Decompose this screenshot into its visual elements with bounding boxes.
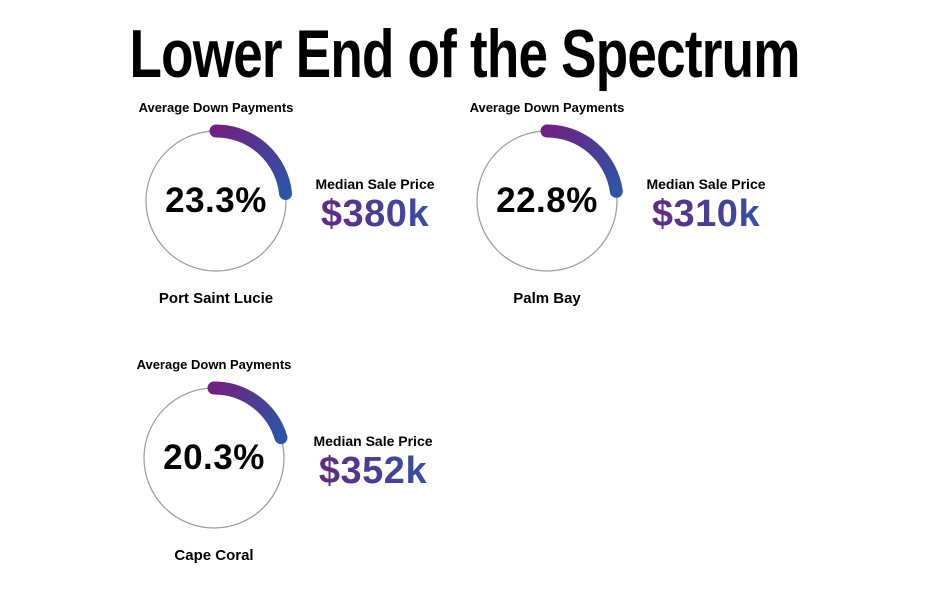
- city-label: Palm Bay: [513, 290, 581, 307]
- gauge-panel: Average Down Payments 22.8% Palm Bay Med…: [447, 100, 807, 320]
- median-price-label: Median Sale Price: [313, 433, 433, 449]
- median-price-value: $380k: [295, 194, 455, 234]
- median-price-block: Median Sale Price $380k: [295, 176, 455, 234]
- metric-label: Average Down Payments: [138, 100, 294, 115]
- median-price-label: Median Sale Price: [646, 176, 766, 192]
- city-label: Cape Coral: [174, 547, 254, 564]
- gauge-chart: 23.3%: [136, 121, 296, 281]
- median-price-value: $310k: [626, 194, 786, 234]
- gauge-value: 23.3%: [165, 181, 267, 220]
- gauge-arc: [540, 124, 623, 198]
- gauge-arc: [207, 381, 288, 445]
- gauge-value: 20.3%: [163, 438, 265, 477]
- metric-label: Average Down Payments: [469, 100, 625, 115]
- median-price-label: Median Sale Price: [315, 176, 435, 192]
- city-label: Port Saint Lucie: [158, 290, 274, 307]
- metric-label: Average Down Payments: [136, 357, 292, 372]
- gauge-panel: Average Down Payments 23.3% Port Saint L…: [116, 100, 476, 320]
- gauge-ring-chart: [145, 124, 293, 272]
- gauge-chart: 22.8%: [467, 121, 627, 281]
- gauge-panel: Average Down Payments 20.3% Cape Coral M…: [114, 357, 474, 577]
- median-price-value: $352k: [293, 451, 453, 491]
- gauge-arc: [209, 124, 293, 201]
- chart-title: Lower End of the Spectrum: [0, 19, 930, 89]
- gauge-ring-chart: [143, 381, 288, 529]
- gauge-chart: 20.3%: [134, 378, 294, 538]
- median-price-block: Median Sale Price $310k: [626, 176, 786, 234]
- gauge-column: Average Down Payments 22.8% Palm Bay: [447, 100, 647, 307]
- gauge-ring-chart: [476, 124, 623, 272]
- gauge-column: Average Down Payments 23.3% Port Saint L…: [116, 100, 316, 307]
- gauge-column: Average Down Payments 20.3% Cape Coral: [114, 357, 314, 564]
- median-price-block: Median Sale Price $352k: [293, 433, 453, 491]
- gauge-value: 22.8%: [496, 181, 598, 220]
- chart-title-text: Lower End of the Spectrum: [129, 16, 801, 92]
